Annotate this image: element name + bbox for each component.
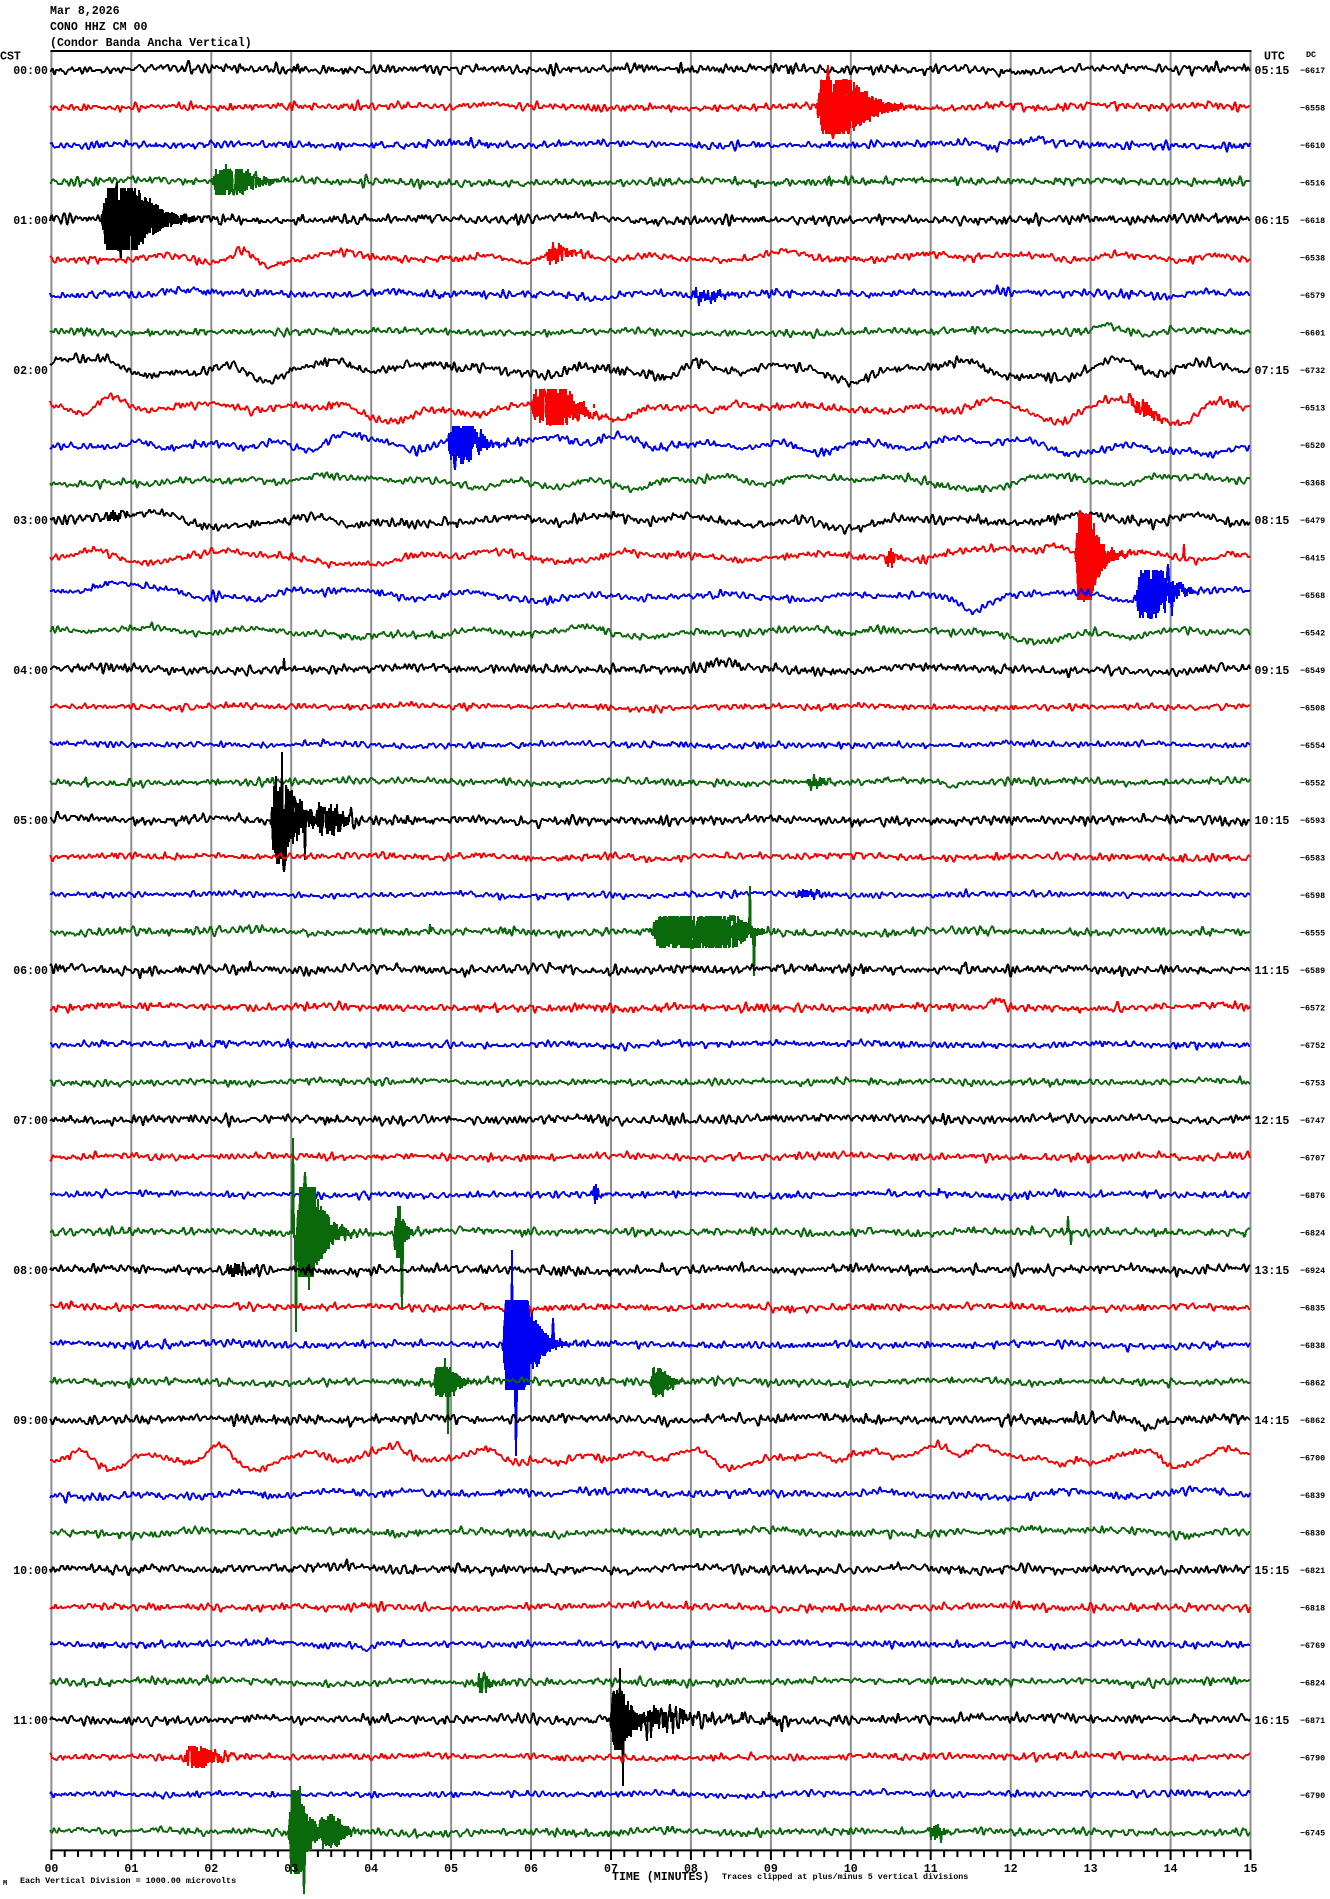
svg-text:12: 12 — [1004, 1863, 1018, 1876]
svg-text:−6700: −6700 — [1300, 1454, 1325, 1464]
svg-text:05:15: 05:15 — [1255, 65, 1290, 78]
svg-text:05:00: 05:00 — [13, 815, 48, 828]
svg-text:−6824: −6824 — [1300, 1229, 1325, 1239]
svg-text:CST: CST — [0, 51, 21, 64]
svg-text:07:00: 07:00 — [13, 1115, 48, 1128]
svg-text:−6552: −6552 — [1300, 779, 1325, 789]
svg-text:09: 09 — [764, 1863, 778, 1876]
svg-text:−6838: −6838 — [1300, 1341, 1325, 1351]
svg-text:−6876: −6876 — [1300, 1191, 1325, 1201]
svg-text:−6538: −6538 — [1300, 254, 1325, 264]
svg-text:10:00: 10:00 — [13, 1565, 48, 1578]
svg-text:−6558: −6558 — [1300, 104, 1325, 114]
svg-text:02:00: 02:00 — [13, 365, 48, 378]
svg-text:15: 15 — [1244, 1863, 1258, 1876]
svg-text:−6821: −6821 — [1300, 1566, 1325, 1576]
svg-text:04:00: 04:00 — [13, 665, 48, 678]
svg-text:−6589: −6589 — [1300, 966, 1325, 976]
svg-text:10:15: 10:15 — [1255, 815, 1290, 828]
svg-text:−6583: −6583 — [1300, 854, 1325, 864]
svg-text:15:15: 15:15 — [1255, 1565, 1290, 1578]
svg-text:07:15: 07:15 — [1255, 365, 1290, 378]
svg-text:08: 08 — [684, 1863, 698, 1876]
svg-text:−6479: −6479 — [1300, 516, 1325, 526]
svg-text:13: 13 — [1084, 1863, 1098, 1876]
svg-text:(Condor Banda Ancha Vertical): (Condor Banda Ancha Vertical) — [50, 37, 252, 50]
svg-text:14: 14 — [1164, 1863, 1178, 1876]
svg-text:−6769: −6769 — [1300, 1641, 1325, 1651]
svg-text:−6753: −6753 — [1300, 1079, 1325, 1089]
svg-text:−6752: −6752 — [1300, 1041, 1325, 1051]
svg-text:11: 11 — [924, 1863, 938, 1876]
svg-text:−6579: −6579 — [1300, 291, 1325, 301]
svg-text:−6839: −6839 — [1300, 1491, 1325, 1501]
svg-text:−6835: −6835 — [1300, 1304, 1325, 1314]
svg-text:TIME (MINUTES): TIME (MINUTES) — [612, 1871, 709, 1884]
svg-text:−6516: −6516 — [1300, 179, 1325, 189]
svg-text:−6862: −6862 — [1300, 1416, 1325, 1426]
svg-text:−6572: −6572 — [1300, 1004, 1325, 1014]
svg-text:04: 04 — [364, 1863, 378, 1876]
svg-text:08:00: 08:00 — [13, 1265, 48, 1278]
svg-text:−6593: −6593 — [1300, 816, 1325, 826]
svg-text:12:15: 12:15 — [1255, 1115, 1290, 1128]
svg-text:01:00: 01:00 — [13, 215, 48, 228]
svg-text:01: 01 — [124, 1863, 138, 1876]
svg-text:−6555: −6555 — [1300, 929, 1325, 939]
svg-text:06: 06 — [524, 1863, 538, 1876]
svg-text:16:15: 16:15 — [1255, 1715, 1290, 1728]
svg-text:−6790: −6790 — [1300, 1754, 1325, 1764]
svg-text:Each Vertical Division = 1000.: Each Vertical Division = 1000.00 microvo… — [20, 1876, 236, 1886]
svg-text:−6554: −6554 — [1300, 741, 1325, 751]
svg-text:CONO HHZ CM 00: CONO HHZ CM 00 — [50, 21, 147, 34]
svg-text:11:15: 11:15 — [1255, 965, 1290, 978]
svg-text:−6508: −6508 — [1300, 704, 1325, 714]
svg-text:−6871: −6871 — [1300, 1716, 1325, 1726]
svg-text:−6415: −6415 — [1300, 554, 1325, 564]
svg-text:−6747: −6747 — [1300, 1116, 1325, 1126]
svg-text:−6601: −6601 — [1300, 329, 1325, 339]
svg-text:−6618: −6618 — [1300, 216, 1325, 226]
svg-text:−6520: −6520 — [1300, 441, 1325, 451]
svg-text:13:15: 13:15 — [1255, 1265, 1290, 1278]
svg-text:−6542: −6542 — [1300, 629, 1325, 639]
svg-text:−6568: −6568 — [1300, 591, 1325, 601]
svg-text:03:00: 03:00 — [13, 515, 48, 528]
svg-text:06:00: 06:00 — [13, 965, 48, 978]
svg-text:09:15: 09:15 — [1255, 665, 1290, 678]
svg-text:−6824: −6824 — [1300, 1679, 1325, 1689]
svg-text:−6745: −6745 — [1300, 1829, 1325, 1839]
svg-text:Mar 8,2026: Mar 8,2026 — [50, 5, 120, 18]
svg-text:03: 03 — [284, 1863, 298, 1876]
svg-text:−6862: −6862 — [1300, 1379, 1325, 1389]
svg-text:00:00: 00:00 — [13, 65, 48, 78]
svg-text:−6513: −6513 — [1300, 404, 1325, 414]
svg-text:−6790: −6790 — [1300, 1791, 1325, 1801]
svg-text:14:15: 14:15 — [1255, 1415, 1290, 1428]
svg-text:−6617: −6617 — [1300, 66, 1325, 76]
svg-text:09:00: 09:00 — [13, 1415, 48, 1428]
svg-text:02: 02 — [204, 1863, 218, 1876]
svg-text:11:00: 11:00 — [13, 1715, 48, 1728]
svg-text:−6598: −6598 — [1300, 891, 1325, 901]
svg-text:Traces clipped at plus/minus 5: Traces clipped at plus/minus 5 vertical … — [722, 1872, 968, 1882]
svg-text:07: 07 — [604, 1863, 618, 1876]
svg-text:M: M — [3, 1880, 7, 1888]
svg-text:−6732: −6732 — [1300, 366, 1325, 376]
svg-text:−6830: −6830 — [1300, 1529, 1325, 1539]
svg-text:−6549: −6549 — [1300, 666, 1325, 676]
svg-text:−6924: −6924 — [1300, 1266, 1325, 1276]
svg-text:−6818: −6818 — [1300, 1604, 1325, 1614]
svg-text:10: 10 — [844, 1863, 858, 1876]
svg-text:00: 00 — [44, 1863, 58, 1876]
svg-text:05: 05 — [444, 1863, 458, 1876]
svg-text:−6707: −6707 — [1300, 1154, 1325, 1164]
svg-text:08:15: 08:15 — [1255, 515, 1290, 528]
svg-text:−6610: −6610 — [1300, 141, 1325, 151]
svg-text:06:15: 06:15 — [1255, 215, 1290, 228]
svg-text:DC: DC — [1306, 50, 1316, 60]
svg-text:−6368: −6368 — [1300, 479, 1325, 489]
svg-text:UTC: UTC — [1264, 51, 1285, 64]
